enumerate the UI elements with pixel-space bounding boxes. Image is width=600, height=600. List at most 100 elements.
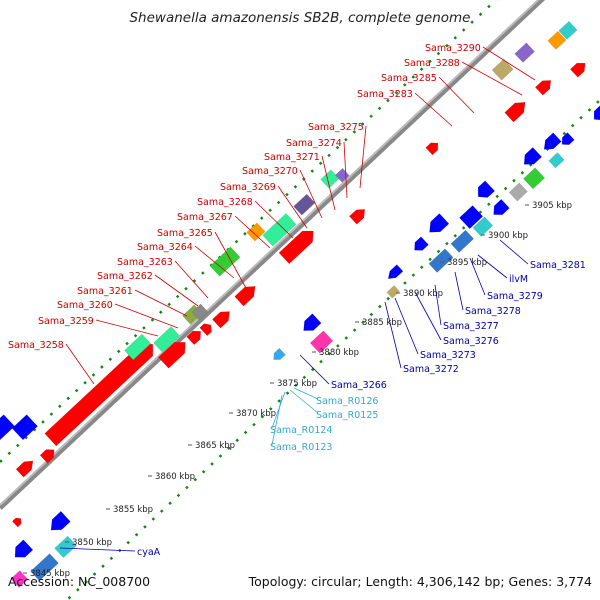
reverse-gene-arrow	[429, 213, 450, 233]
gene-block	[246, 222, 266, 242]
reverse-gene-arrow	[593, 105, 600, 121]
forward-label-leader	[299, 169, 323, 219]
kbp-tick-label: 3850 kbp	[72, 538, 112, 548]
forward-gene-label: Sama_3259	[38, 316, 94, 327]
reverse-gene-arrow	[523, 147, 543, 165]
gene-block	[54, 535, 77, 559]
rna-label-leader	[271, 394, 283, 446]
forward-label-leader	[438, 76, 475, 114]
forward-gene-arrow	[348, 209, 366, 225]
kbp-tick-label: 3880 kbp	[319, 348, 359, 358]
reverse-gene-arrow	[273, 347, 286, 360]
gene-block	[30, 553, 59, 582]
kbp-tick-label: 3860 kbp	[155, 472, 195, 482]
reverse-gene-arrow	[50, 510, 71, 531]
forward-gene-label: Sama_3262	[97, 271, 153, 282]
forward-label-leader	[154, 274, 199, 307]
inner-dotted-line	[65, 99, 600, 600]
rna-gene-label: Sama_R0125	[316, 410, 378, 421]
reverse-gene-arrow	[561, 132, 575, 146]
forward-label-leader	[359, 125, 367, 189]
reverse-label-leader	[59, 547, 136, 552]
gene-block	[547, 30, 567, 50]
rna-gene-label: Sama_R0126	[316, 396, 378, 407]
reverse-gene-label: Sama_3273	[420, 350, 476, 361]
reverse-gene-label: Sama_3272	[403, 364, 459, 375]
forward-label-leader	[114, 303, 179, 329]
kbp-tick-label: 3905 kbp	[532, 201, 572, 211]
reverse-gene-arrow	[477, 180, 496, 198]
reverse-gene-arrow	[493, 198, 510, 215]
forward-gene-arrow	[11, 517, 22, 528]
reverse-label-leader	[434, 284, 442, 326]
forward-label-leader	[134, 289, 188, 317]
gene-block	[262, 213, 297, 247]
forward-gene-label: Sama_3285	[381, 73, 437, 84]
reverse-label-leader	[477, 254, 508, 279]
gene-labels: Sama_3258 Sama_3259 Sama_3260 Sama_3261 Sama…	[8, 43, 586, 558]
forward-gene-label: Sama_3261	[77, 286, 133, 297]
forward-gene-label: Sama_3288	[404, 58, 460, 69]
backbone-line	[0, 0, 540, 506]
forward-gene-label: Sama_3275	[308, 122, 364, 133]
forward-gene-label: Sama_3283	[357, 89, 413, 100]
rna-label-leader	[293, 387, 319, 400]
forward-gene-arrow	[504, 102, 526, 123]
rna-label-leader	[271, 391, 286, 429]
reverse-label-leader	[299, 354, 330, 385]
forward-gene-arrow	[425, 142, 439, 156]
forward-gene-arrow	[15, 460, 34, 478]
genome-backbone	[0, 0, 546, 510]
gene-block	[472, 216, 494, 237]
gene-block	[386, 285, 400, 299]
accession-text: Accession: NC_008700	[8, 574, 151, 589]
reverse-gene-label: Sama_3279	[487, 291, 543, 302]
backbone-line	[0, 0, 546, 510]
kbp-tick-label: 3895 kbp	[447, 258, 487, 268]
gene-block	[209, 246, 241, 277]
gene-block	[459, 205, 484, 230]
gene-block	[124, 333, 152, 361]
gene-block	[491, 58, 514, 81]
forward-label-leader	[343, 141, 348, 199]
forward-label-leader	[254, 200, 294, 239]
forward-gene-arrow	[199, 323, 212, 337]
gene-block	[191, 303, 209, 321]
reverse-label-leader	[454, 271, 464, 311]
forward-label-leader	[174, 260, 209, 299]
kbp-tick-label: 3870 kbp	[236, 409, 276, 419]
forward-label-leader	[482, 46, 536, 81]
forward-label-leader	[277, 185, 308, 229]
reverse-gene-label: cyaA	[137, 547, 161, 558]
forward-gene-label: Sama_3274	[286, 138, 342, 149]
reverse-gene-label: Sama_3277	[443, 321, 499, 332]
gene-features	[0, 20, 600, 588]
reverse-gene-arrow	[14, 539, 34, 558]
reverse-gene-label: Sama_3266	[331, 380, 387, 391]
reverse-label-leader	[394, 297, 419, 355]
forward-gene-arrow	[212, 311, 230, 329]
reverse-gene-arrow	[303, 313, 322, 331]
reverse-gene-arrow	[543, 132, 562, 150]
kbp-tick-label: 3845 kbp	[30, 569, 70, 579]
rna-label-leader	[289, 389, 319, 414]
forward-gene-label: Sama_3258	[8, 340, 64, 351]
forward-gene-arrow	[39, 449, 55, 464]
forward-label-leader	[95, 319, 159, 337]
kbp-tick-label: 3900 kbp	[488, 231, 528, 241]
gene-block	[10, 570, 29, 588]
gene-block	[293, 193, 316, 216]
gene-block	[558, 20, 578, 40]
kbp-ticks: 3845 kbp 3850 kbp 3855 kbp 3860 kbp 3865 kbp…	[23, 201, 572, 579]
forward-label-leader	[461, 61, 523, 96]
reverse-label-leader	[499, 239, 529, 265]
gene-block	[514, 42, 535, 63]
forward-gene-label: Sama_3271	[264, 152, 320, 163]
kbp-tick-label: 3885 kbp	[362, 318, 402, 328]
forward-gene-label: Sama_3268	[197, 197, 253, 208]
gene-block	[11, 414, 38, 441]
gene-block	[0, 414, 15, 441]
gene-block	[548, 152, 565, 169]
forward-gene-label: Sama_3260	[57, 300, 113, 311]
